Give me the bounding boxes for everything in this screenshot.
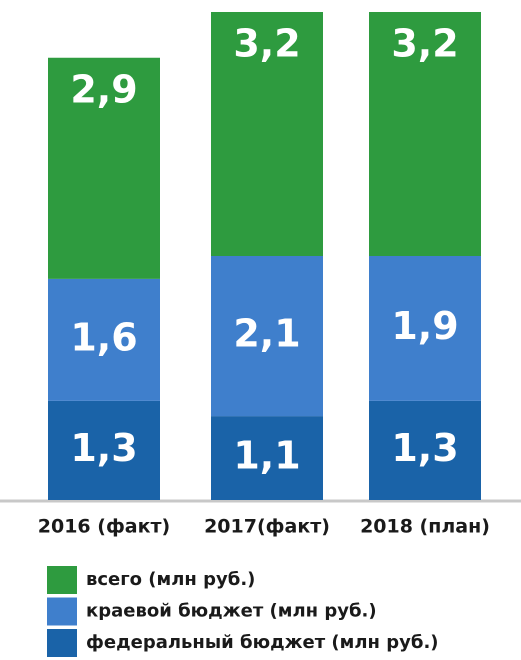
bar-segment bbox=[211, 12, 323, 256]
value-label: 2,9 bbox=[70, 67, 137, 111]
value-label: 1,3 bbox=[70, 426, 137, 470]
bar-segment bbox=[369, 12, 481, 256]
bar-segment bbox=[211, 256, 323, 417]
legend-swatch bbox=[47, 566, 77, 594]
value-label: 3,2 bbox=[391, 22, 458, 66]
legend-label: краевой бюджет (млн руб.) bbox=[86, 601, 377, 622]
value-label: 1,1 bbox=[233, 434, 300, 478]
legend-swatch bbox=[47, 629, 77, 657]
legend-label: федеральный бюджет (млн руб.) bbox=[86, 632, 439, 653]
value-label: 1,9 bbox=[391, 304, 458, 348]
bar-segment bbox=[369, 256, 481, 401]
x-tick-label: 2018 (план) bbox=[360, 516, 490, 538]
legend-swatch bbox=[47, 597, 77, 626]
bar-segment bbox=[369, 400, 481, 500]
value-label: 1,3 bbox=[391, 426, 458, 470]
x-tick-label: 2016 (факт) bbox=[38, 516, 170, 538]
value-label: 3,2 bbox=[233, 22, 300, 66]
bar-segment bbox=[48, 278, 160, 401]
value-label: 1,6 bbox=[70, 315, 137, 359]
x-tick-label: 2017(факт) bbox=[204, 516, 330, 538]
bar-segment bbox=[48, 57, 160, 279]
legend-label: всего (млн руб.) bbox=[86, 569, 255, 590]
bar-segment bbox=[211, 416, 323, 500]
value-label: 2,1 bbox=[233, 312, 300, 356]
bar-segment bbox=[48, 400, 160, 500]
